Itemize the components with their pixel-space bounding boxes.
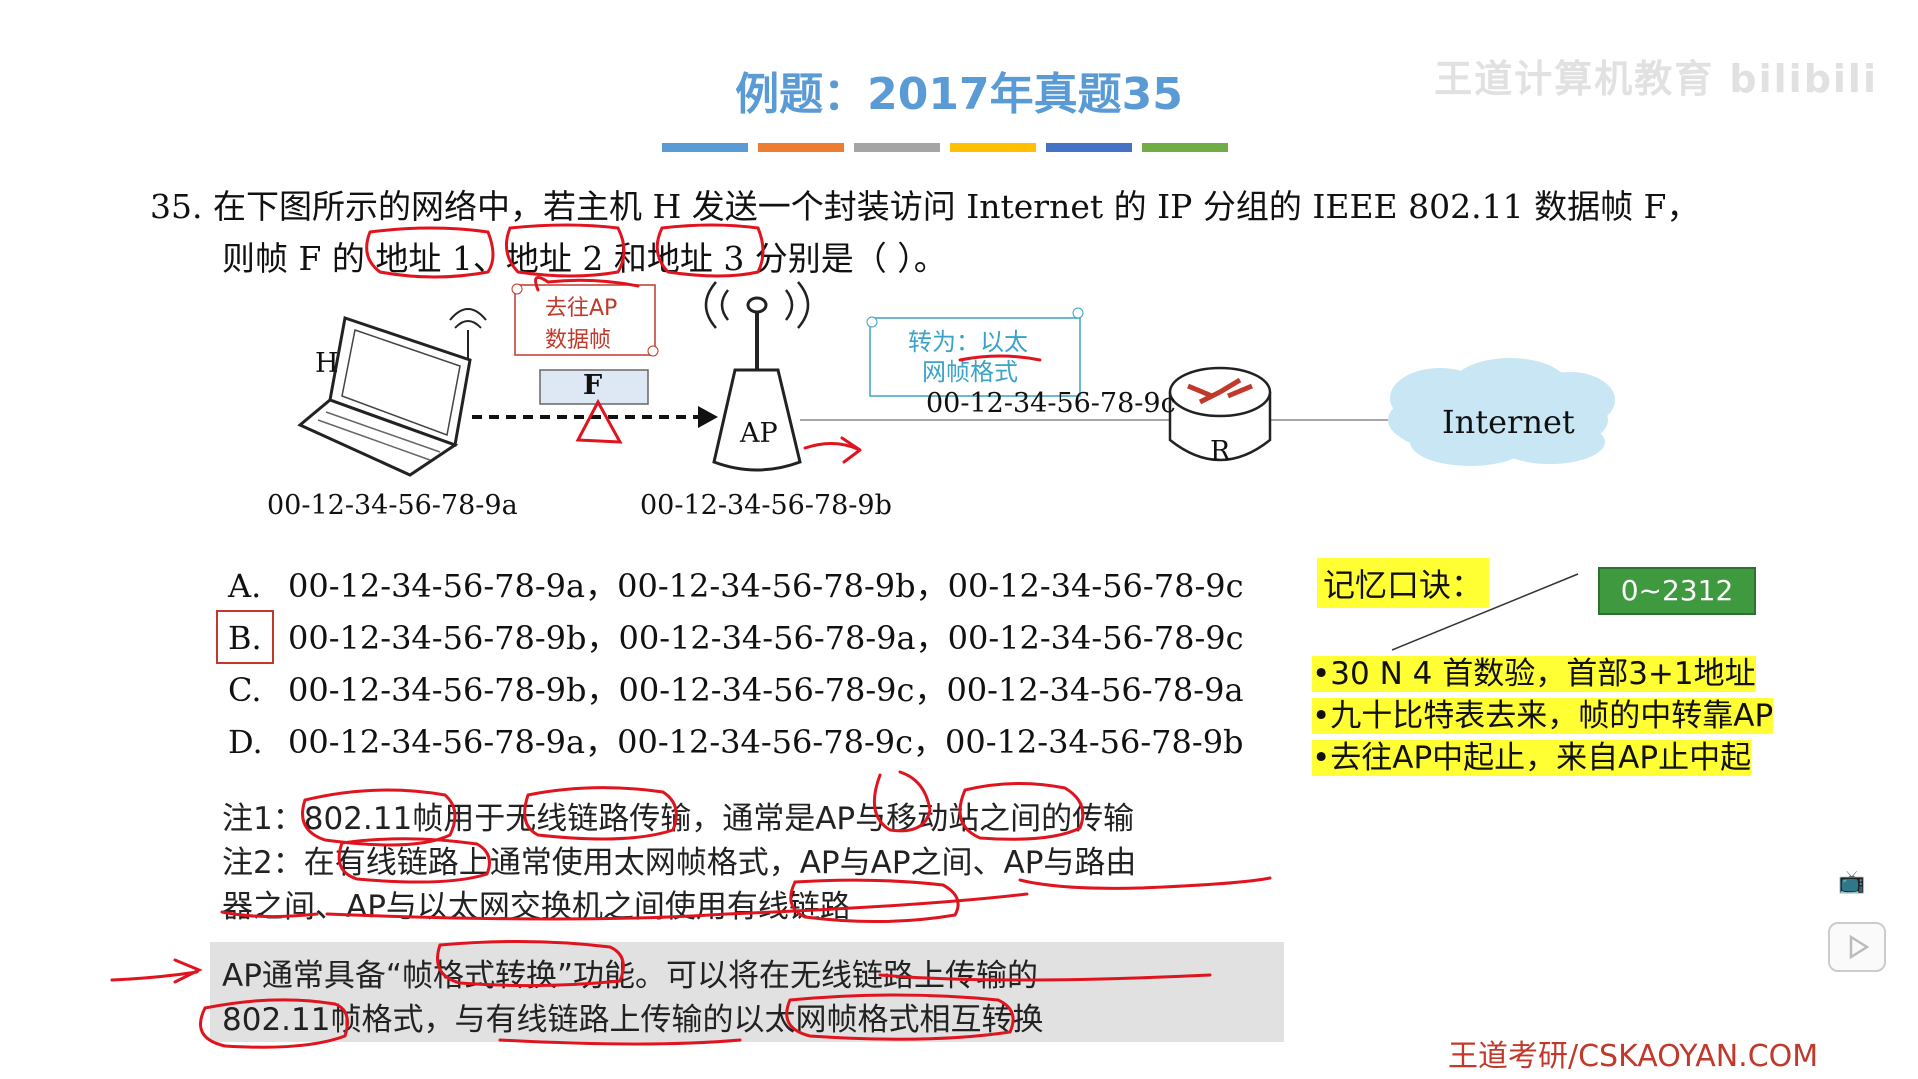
color-bar-segment [1142,143,1228,152]
memo-item: •九十比特表去来，帧的中转靠AP [1312,698,1774,734]
color-bar-segment [950,143,1036,152]
tv-icon[interactable]: 📺 [1838,870,1866,895]
option-letter: A. [228,567,262,605]
frame-box [539,369,649,405]
play-icon [1849,934,1870,960]
option-text: 00-12-34-56-78-9a，00-12-34-56-78-9b，00-1… [288,567,1244,605]
scroll2-line2: 网帧格式 [922,358,1018,386]
color-bar-segment [758,143,844,152]
scroll2-line1: 转为：以太 [908,328,1028,356]
mac-host: 00-12-34-56-78-9a [267,490,518,521]
footer-brand: 王道考研/CSKAOYAN.COM [1448,1039,1819,1074]
option-b[interactable]: B. 00-12-34-56-78-9b，00-12-34-56-78-9a，00… [228,613,1244,659]
scroll-note-to-ap [511,283,659,357]
option-letter: C. [228,671,262,709]
question-line-1: 35. 在下图所示的网络中，若主机 H 发送一个封装访问 Internet 的 … [150,187,1700,226]
scroll1-line2: 数据帧 [545,328,612,353]
frame-label: F [583,370,603,401]
option-letter: D. [228,723,263,761]
length-badge: 0~2312 [1598,567,1756,615]
color-bar-segment [854,143,940,152]
option-a[interactable]: A. 00-12-34-56-78-9a，00-12-34-56-78-9b，00… [228,561,1244,607]
option-letter: B. [228,619,262,657]
scroll-note-convert [866,307,1084,397]
memo-item: •30 N 4 首数验，首部3+1地址 [1312,656,1756,692]
option-text: 00-12-34-56-78-9b，00-12-34-56-78-9a，00-1… [288,619,1244,657]
laptop-icon [297,308,487,477]
page-title: 例题：2017年真题35 [735,69,1183,120]
host-label: H [315,348,339,379]
ap-conversion-box [210,942,1284,1042]
mac-ap: 00-12-34-56-78-9b [640,490,892,521]
option-c[interactable]: C. 00-12-34-56-78-9b，00-12-34-56-78-9c，00… [228,665,1244,711]
internet-cloud-icon [1388,358,1615,466]
ap-label: AP [740,418,778,449]
play-button[interactable] [1828,922,1886,972]
watermark: 王道计算机教育 bilibili [1434,57,1878,101]
access-point-icon [704,281,810,472]
option-text: 00-12-34-56-78-9a，00-12-34-56-78-9c，00-1… [288,723,1244,761]
color-bar-segment [662,143,748,152]
option-text: 00-12-34-56-78-9b，00-12-34-56-78-9c，00-1… [288,671,1244,709]
mac-router: 00-12-34-56-78-9c [926,388,1176,419]
scroll1-line1: 去往AP [545,296,618,321]
color-bar-segment [1046,143,1132,152]
option-d[interactable]: D. 00-12-34-56-78-9a，00-12-34-56-78-9c，00… [228,717,1244,763]
router-label: R [1210,436,1231,467]
internet-label: Internet [1442,403,1575,441]
router-icon [1168,366,1272,462]
memo-title: 记忆口诀： [1317,558,1490,608]
memo-item: •去往AP中起止，来自AP止中起 [1312,740,1752,776]
answer-highlight-box [216,610,274,664]
